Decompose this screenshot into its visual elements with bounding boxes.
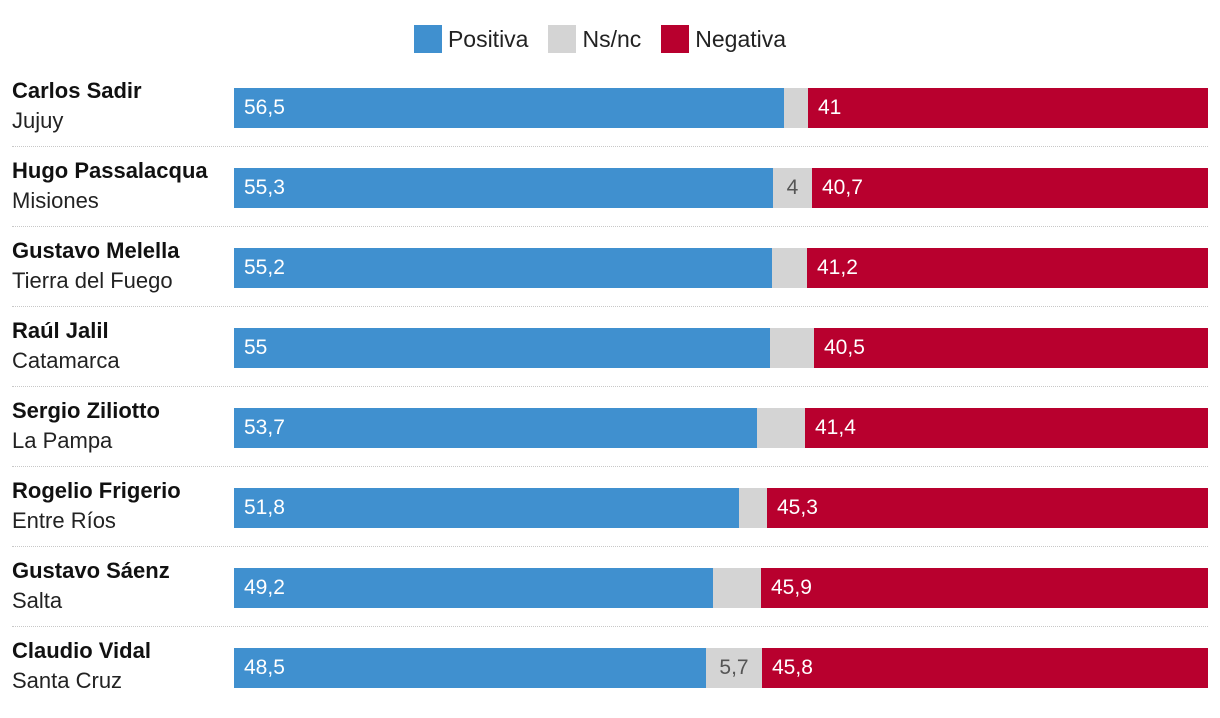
bar-segment-negativa: 40,7 [812, 168, 1208, 208]
bar-row: Gustavo Melella Tierra del Fuego 55,2 41,2 [0, 238, 1220, 318]
stacked-bar: 55,3 4 40,7 [234, 168, 1208, 208]
bar-segment-positiva: 55,3 [234, 168, 773, 208]
province-name: Tierra del Fuego [12, 268, 173, 293]
bar-segment-negativa: 41,2 [807, 248, 1208, 288]
row-separator [12, 546, 1208, 547]
legend-swatch [413, 25, 442, 53]
bar-row: Gustavo Sáenz Salta 49,2 45,9 [0, 558, 1220, 638]
bar-row: Rogelio Frigerio Entre Ríos 51,8 45,3 [0, 478, 1220, 558]
bar-segment-nsnc [772, 248, 807, 288]
governor-name: Raúl Jalil [12, 318, 109, 343]
stacked-bar: 49,2 45,9 [234, 568, 1208, 608]
bar-segment-negativa: 45,3 [767, 488, 1208, 528]
bar-segment-negativa: 41,4 [805, 408, 1208, 448]
stacked-bar: 51,8 45,3 [234, 488, 1208, 528]
stacked-bar: 55,2 41,2 [234, 248, 1208, 288]
province-name: Catamarca [12, 348, 120, 373]
bar-segment-negativa: 45,9 [761, 568, 1208, 608]
legend-item-positiva: Positiva [413, 25, 529, 53]
row-separator [12, 306, 1208, 307]
legend-swatch [548, 25, 577, 53]
province-name: Entre Ríos [12, 508, 116, 533]
bar-row: Hugo Passalacqua Misiones 55,3 4 40,7 [0, 158, 1220, 238]
bar-row: Claudio Vidal Santa Cruz 48,5 5,7 45,8 [0, 638, 1220, 718]
bar-segment-nsnc [757, 408, 805, 448]
governor-name: Gustavo Melella [12, 238, 180, 263]
governor-name: Claudio Vidal [12, 638, 151, 663]
bar-segment-nsnc: 5,7 [706, 648, 762, 688]
governor-name: Gustavo Sáenz [12, 558, 170, 583]
bar-row: Raúl Jalil Catamarca 55 40,5 [0, 318, 1220, 398]
province-name: Jujuy [12, 108, 64, 133]
legend-label: Negativa [695, 25, 787, 52]
row-separator [12, 466, 1208, 467]
bar-segment-negativa: 40,5 [814, 328, 1208, 368]
bar-segment-negativa: 45,8 [762, 648, 1208, 688]
row-separator [12, 626, 1208, 627]
bar-segment-positiva: 53,7 [234, 408, 757, 448]
governor-name: Sergio Ziliotto [12, 398, 160, 423]
bar-segment-nsnc [784, 88, 808, 128]
bar-segment-nsnc: 4 [773, 168, 812, 208]
stacked-bar: 48,5 5,7 45,8 [234, 648, 1208, 688]
legend: Positiva Ns/nc Negativa [0, 22, 1220, 56]
bar-segment-positiva: 49,2 [234, 568, 713, 608]
stacked-bar: 55 40,5 [234, 328, 1208, 368]
stacked-bar: 53,7 41,4 [234, 408, 1208, 448]
bar-segment-positiva: 55 [234, 328, 770, 368]
legend-item-negativa: Negativa [661, 25, 786, 53]
bar-segment-nsnc [713, 568, 761, 608]
row-separator [12, 226, 1208, 227]
bar-segment-positiva: 56,5 [234, 88, 784, 128]
province-name: La Pampa [12, 428, 113, 453]
row-separator [12, 146, 1208, 147]
province-name: Misiones [12, 188, 99, 213]
legend-item-nsnc: Ns/nc [548, 25, 641, 53]
bar-segment-negativa: 41 [808, 88, 1208, 128]
legend-swatch [661, 25, 690, 53]
bar-segment-positiva: 51,8 [234, 488, 739, 528]
legend-label: Ns/nc [582, 25, 642, 52]
bar-row: Sergio Ziliotto La Pampa 53,7 41,4 [0, 398, 1220, 478]
governor-name: Hugo Passalacqua [12, 158, 208, 183]
governor-name: Carlos Sadir [12, 78, 142, 103]
legend-label: Positiva [447, 25, 529, 52]
bar-segment-positiva: 55,2 [234, 248, 772, 288]
bar-segment-positiva: 48,5 [234, 648, 706, 688]
bar-segment-nsnc [739, 488, 767, 528]
province-name: Salta [12, 588, 63, 613]
bar-row: Carlos Sadir Jujuy 56,5 41 [0, 78, 1220, 158]
governor-name: Rogelio Frigerio [12, 478, 181, 503]
row-separator [12, 386, 1208, 387]
province-name: Santa Cruz [12, 668, 123, 693]
stacked-bar: 56,5 41 [234, 88, 1208, 128]
bar-segment-nsnc [770, 328, 814, 368]
